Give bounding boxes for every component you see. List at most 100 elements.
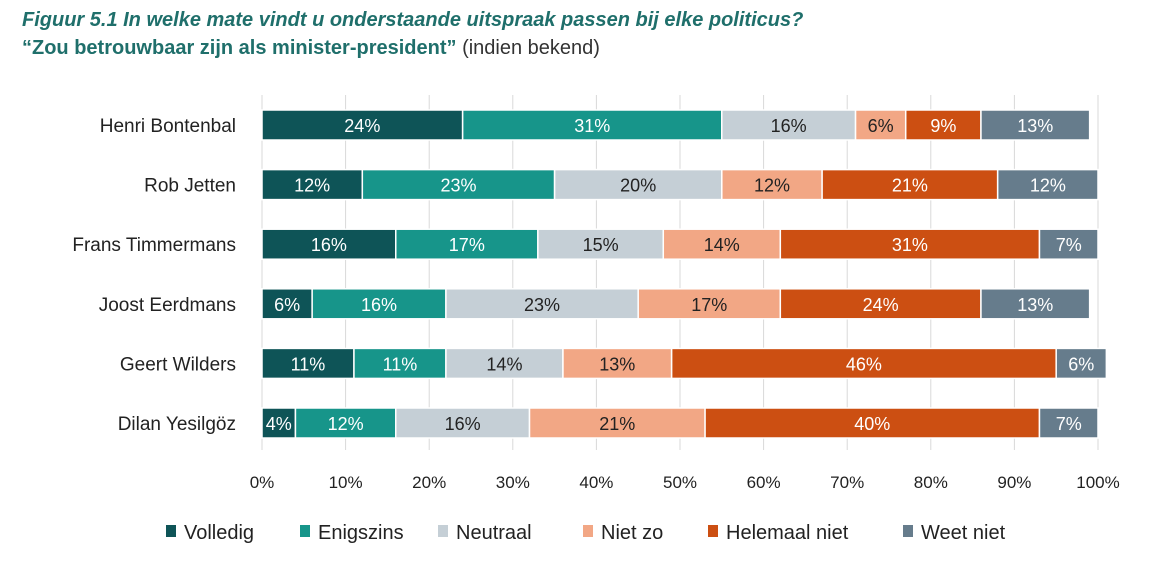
- bar-segment: [353, 347, 447, 380]
- category-label: Geert Wilders: [120, 354, 236, 375]
- data-label: 12%: [754, 176, 790, 196]
- data-label: 13%: [599, 354, 635, 374]
- bar-segment: [461, 109, 723, 141]
- category-label: Frans Timmermans: [72, 235, 236, 256]
- data-label: 21%: [892, 176, 928, 196]
- data-label: 23%: [524, 295, 560, 315]
- bar-segment: [395, 228, 539, 260]
- data-label: 11%: [383, 354, 418, 374]
- data-label: 6%: [1068, 354, 1094, 374]
- bar-segment: [294, 407, 397, 439]
- chart-title: Figuur 5.1 In welke mate vindt u onderst…: [22, 9, 804, 31]
- category-label: Dilan Yesilgöz: [118, 414, 236, 435]
- legend-label: Helemaal niet: [726, 522, 849, 544]
- legend-swatch: [438, 525, 448, 537]
- bar-segment: [637, 288, 782, 320]
- legend-swatch: [300, 525, 310, 537]
- bar-segment: [261, 109, 464, 141]
- legend-swatch: [708, 525, 718, 537]
- bar-segment: [528, 407, 706, 439]
- data-label: 13%: [1017, 295, 1053, 315]
- bar-segment: [261, 168, 364, 201]
- bar-segment: [1055, 347, 1108, 380]
- bar-segment: [721, 168, 823, 201]
- data-label: 31%: [892, 235, 928, 255]
- data-label: 20%: [620, 176, 656, 196]
- legend-swatch: [903, 525, 913, 537]
- data-label: 12%: [294, 176, 330, 196]
- bar-segment: [1038, 407, 1099, 439]
- subtitle-note: (indien bekend): [462, 37, 600, 59]
- data-label: 14%: [704, 235, 740, 255]
- bar-segment: [980, 109, 1091, 141]
- x-tick-label: 100%: [1076, 473, 1119, 492]
- data-label: 12%: [1030, 176, 1066, 196]
- data-label: 15%: [583, 235, 619, 255]
- data-label: 7%: [1056, 414, 1082, 434]
- bar-segment: [445, 347, 564, 380]
- subtitle-main: “Zou betrouwbaar zijn als minister-presi…: [22, 37, 457, 59]
- data-label: 6%: [868, 116, 894, 136]
- data-label: 4%: [266, 414, 292, 434]
- category-label: Henri Bontenbal: [100, 116, 236, 137]
- legend-swatch: [166, 525, 176, 537]
- x-tick-label: 0%: [250, 473, 275, 492]
- legend-label: Neutraal: [456, 522, 532, 544]
- data-label: 46%: [846, 354, 882, 374]
- data-label: 11%: [291, 354, 326, 374]
- data-label: 12%: [328, 414, 364, 434]
- bar-segment: [445, 288, 639, 320]
- bar-segment: [904, 109, 982, 141]
- data-label: 16%: [361, 295, 397, 315]
- legend-label: Enigszins: [318, 522, 404, 544]
- x-tick-label: 80%: [914, 473, 948, 492]
- data-label: 7%: [1056, 235, 1082, 255]
- data-label: 16%: [311, 235, 347, 255]
- data-label: 16%: [445, 414, 481, 434]
- bar-segment: [361, 168, 556, 201]
- bar-segment: [261, 228, 397, 260]
- bar-segment: [662, 228, 782, 260]
- bar-segment: [261, 288, 313, 320]
- bar-segment: [821, 168, 999, 201]
- data-label: 40%: [854, 414, 890, 434]
- x-tick-label: 40%: [579, 473, 613, 492]
- bar-segment: [1038, 228, 1099, 260]
- data-label: 17%: [691, 295, 727, 315]
- data-label: 16%: [771, 116, 807, 136]
- category-label: Rob Jetten: [144, 176, 236, 197]
- bar-segment: [980, 288, 1091, 320]
- legend-label: Weet niet: [921, 522, 1006, 544]
- bar-segment: [996, 168, 1099, 201]
- bar-segment: [311, 288, 447, 320]
- bar-segment: [779, 288, 982, 320]
- x-tick-label: 90%: [997, 473, 1031, 492]
- data-label: 31%: [574, 116, 610, 136]
- x-tick-label: 70%: [830, 473, 864, 492]
- x-tick-label: 30%: [496, 473, 530, 492]
- x-tick-label: 50%: [663, 473, 697, 492]
- data-label: 17%: [449, 235, 485, 255]
- data-label: 21%: [599, 414, 635, 434]
- x-tick-label: 60%: [747, 473, 781, 492]
- data-label: 9%: [930, 116, 956, 136]
- legend-label: Volledig: [184, 522, 254, 544]
- bar-segment: [704, 407, 1041, 439]
- bar-segment: [553, 168, 723, 201]
- x-tick-label: 20%: [412, 473, 446, 492]
- data-label: 14%: [486, 354, 522, 374]
- data-label: 13%: [1017, 116, 1053, 136]
- bar-segment: [562, 347, 673, 380]
- legend-swatch: [583, 525, 593, 537]
- x-tick-label: 10%: [329, 473, 363, 492]
- category-label: Joost Eerdmans: [99, 295, 236, 316]
- data-label: 6%: [274, 295, 300, 315]
- chart-subtitle: “Zou betrouwbaar zijn als minister-presi…: [22, 34, 803, 62]
- legend-label: Niet zo: [601, 522, 663, 544]
- data-label: 24%: [344, 116, 380, 136]
- bar-segment: [537, 228, 665, 260]
- data-label: 24%: [863, 295, 899, 315]
- data-label: 23%: [440, 176, 476, 196]
- bar-segment: [721, 109, 857, 141]
